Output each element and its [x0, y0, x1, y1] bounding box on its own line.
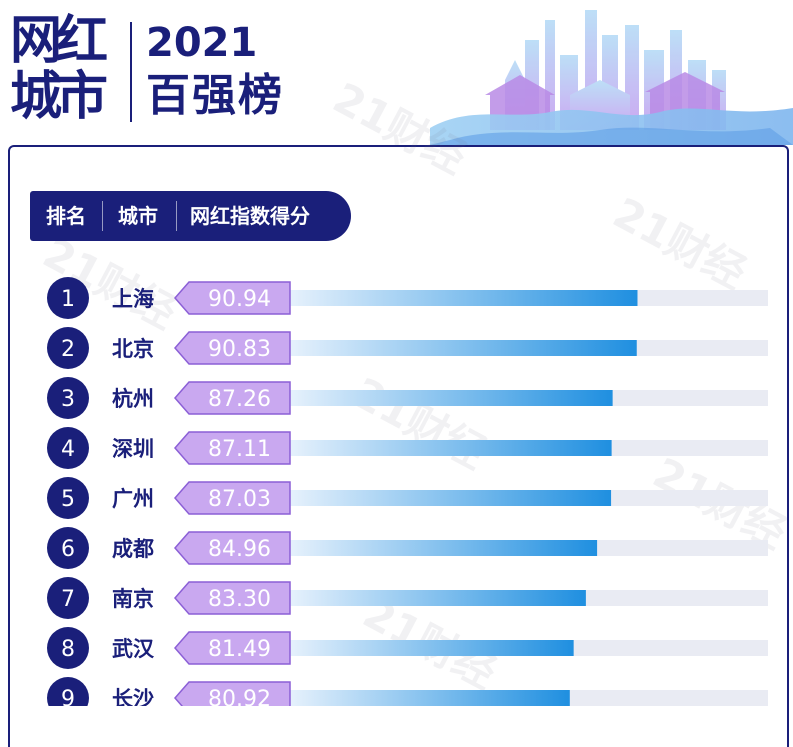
column-header-score: 网红指数得分 [190, 204, 310, 228]
column-separator [176, 201, 177, 231]
city-name: 上海 [112, 287, 154, 311]
city-name: 南京 [112, 587, 154, 611]
score-badge [174, 381, 291, 415]
score-badge [174, 481, 291, 515]
column-header-rank: 排名 [46, 204, 86, 228]
score-bar [290, 690, 570, 706]
score-value-label: 87.03 [208, 487, 271, 512]
rank-number: 4 [61, 437, 75, 462]
rank-number: 3 [61, 387, 75, 412]
city-name: 武汉 [112, 637, 155, 661]
score-badge [174, 681, 291, 706]
logo: 网红 城市 [10, 14, 120, 129]
score-value-label: 81.49 [208, 637, 271, 662]
rank-number: 5 [61, 487, 75, 512]
score-badge [174, 531, 291, 565]
score-value-label: 90.83 [208, 337, 271, 362]
score-value-label: 84.96 [208, 537, 271, 562]
score-bar [290, 390, 613, 406]
rank-circle [47, 577, 89, 619]
rank-circle [47, 327, 89, 369]
score-bar [290, 490, 612, 506]
rank-number: 1 [61, 287, 75, 312]
ranking-row: 2 北京 90.83 [47, 327, 768, 369]
score-value-label: 87.11 [208, 437, 271, 462]
city-name: 成都 [112, 537, 154, 561]
ranking-chart: 1 上海 90.94 2 北京 90.83 3 杭州 87.26 4 深圳 87.11 5 广州 87.03… [47, 277, 768, 706]
score-badge [174, 431, 291, 465]
score-badge [174, 281, 291, 315]
rank-circle [47, 277, 89, 319]
rank-circle [47, 477, 89, 519]
header-year: 2021 [146, 20, 258, 66]
rank-circle [47, 377, 89, 419]
rank-circle [47, 677, 89, 706]
city-name: 长沙 [112, 687, 154, 706]
score-badge [174, 631, 291, 665]
city-name: 杭州 [112, 387, 154, 411]
header: 网红 城市 2021 百强榜 [0, 0, 793, 145]
score-bar [290, 540, 598, 556]
score-bar [290, 590, 586, 606]
score-badge [174, 331, 291, 365]
score-badge [174, 581, 291, 615]
city-name: 北京 [112, 337, 154, 361]
score-value-label: 87.26 [208, 387, 271, 412]
score-bar [290, 340, 637, 356]
ranking-row: 4 深圳 87.11 [47, 427, 768, 469]
logo-line-2: 城市 [10, 67, 108, 127]
score-bar [290, 290, 638, 306]
ranking-row: 9 长沙 80.92 [47, 677, 768, 706]
score-value-label: 83.30 [208, 587, 271, 612]
ranking-row: 1 上海 90.94 [47, 277, 768, 319]
rank-number: 8 [61, 637, 75, 662]
skyline-illustration [430, 10, 793, 145]
ranking-row: 8 武汉 81.49 [47, 627, 768, 669]
rank-circle [47, 527, 89, 569]
score-value-label: 90.94 [208, 287, 271, 312]
ranking-row: 5 广州 87.03 [47, 477, 768, 519]
ranking-row: 6 成都 84.96 [47, 527, 768, 569]
rank-number: 6 [61, 537, 75, 562]
city-name: 深圳 [112, 437, 154, 461]
rank-circle [47, 627, 89, 669]
score-bar [290, 440, 612, 456]
rank-circle [47, 427, 89, 469]
ranking-row: 3 杭州 87.26 [47, 377, 768, 419]
score-value-label: 80.92 [208, 687, 271, 706]
table-header: 排名 城市 网红指数得分 [30, 191, 351, 241]
rank-number: 2 [61, 337, 75, 362]
rank-number: 9 [61, 687, 75, 706]
ranking-row: 7 南京 83.30 [47, 577, 768, 619]
logo-divider [130, 22, 132, 122]
header-subtitle: 百强榜 [146, 70, 284, 121]
logo-line-1: 网红 [10, 11, 108, 71]
column-separator [102, 201, 103, 231]
score-bar [290, 640, 574, 656]
city-name: 广州 [112, 487, 154, 511]
rank-number: 7 [61, 587, 75, 612]
column-header-city: 城市 [118, 204, 158, 228]
